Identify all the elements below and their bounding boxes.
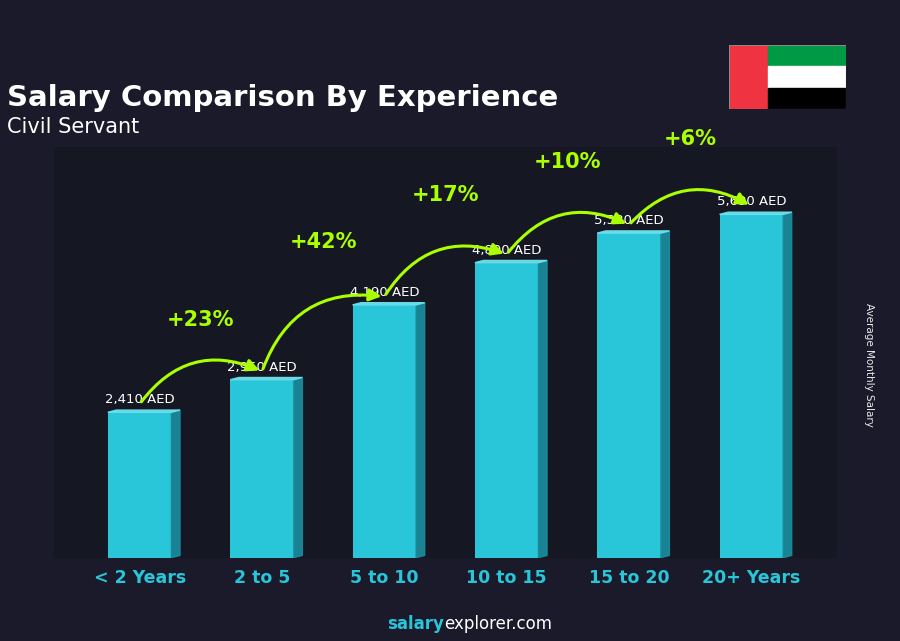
Bar [720, 214, 783, 558]
Text: explorer.com: explorer.com [444, 615, 552, 633]
Text: salary: salary [387, 615, 444, 633]
Polygon shape [720, 212, 792, 214]
Bar [598, 233, 661, 558]
Bar [108, 412, 172, 558]
Polygon shape [475, 260, 547, 263]
Polygon shape [293, 378, 302, 558]
Bar [768, 66, 846, 88]
Text: 5,380 AED: 5,380 AED [594, 214, 664, 227]
Text: Civil Servant: Civil Servant [7, 117, 139, 137]
Polygon shape [416, 303, 425, 558]
Bar [230, 379, 293, 558]
Bar [353, 305, 416, 558]
Text: 5,690 AED: 5,690 AED [716, 196, 786, 208]
Polygon shape [172, 410, 180, 558]
Text: 2,410 AED: 2,410 AED [104, 393, 175, 406]
Text: +6%: +6% [663, 129, 716, 149]
Text: +23%: +23% [167, 310, 235, 331]
Text: 4,890 AED: 4,890 AED [472, 244, 542, 256]
Polygon shape [230, 378, 302, 379]
Bar [768, 88, 846, 109]
Text: +10%: +10% [534, 151, 601, 172]
Polygon shape [783, 212, 792, 558]
Text: 4,190 AED: 4,190 AED [349, 286, 419, 299]
Polygon shape [108, 410, 180, 412]
Polygon shape [661, 231, 670, 558]
Text: Average Monthly Salary: Average Monthly Salary [863, 303, 874, 428]
Text: 2,950 AED: 2,950 AED [227, 360, 297, 374]
Polygon shape [598, 231, 670, 233]
Bar [475, 263, 538, 558]
Text: Salary Comparison By Experience: Salary Comparison By Experience [7, 84, 558, 112]
Bar [729, 45, 768, 109]
Bar [768, 45, 846, 66]
Polygon shape [538, 260, 547, 558]
Text: +42%: +42% [290, 231, 357, 251]
Polygon shape [353, 303, 425, 305]
Text: +17%: +17% [412, 185, 480, 205]
